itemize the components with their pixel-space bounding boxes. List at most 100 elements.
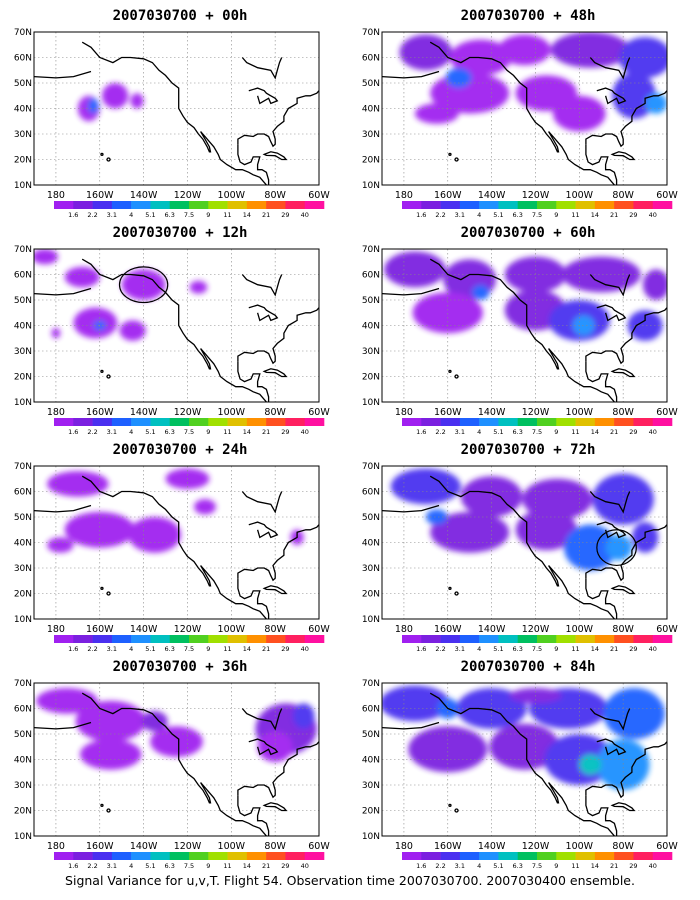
- variance-blob: [425, 509, 448, 525]
- map-svg: 70N 60N 50N 40N 30N 20N 10N 180 160W 140W 120W 100W…: [362, 28, 679, 219]
- colorbar-segment: [189, 635, 209, 643]
- coastline: [585, 578, 618, 619]
- colorbar-segment: [614, 635, 634, 643]
- coastlines: [34, 41, 319, 185]
- island: [448, 369, 452, 374]
- colorbar-segment: [633, 852, 654, 860]
- variance-blob: [579, 754, 602, 775]
- colorbar-label: 29: [629, 428, 637, 436]
- colorbar-segment: [537, 201, 557, 209]
- colorbar-segment: [459, 852, 480, 860]
- colorbar-label: 3.1: [455, 862, 465, 870]
- map-panel-24h: 2007030700 + 24h 70N 60N 50N 40N 30N 20N 10N 18…: [10, 442, 350, 660]
- colorbar-label: 1.6: [68, 428, 78, 436]
- colorbar-label: 2.2: [435, 645, 445, 653]
- gridlines: [34, 466, 319, 619]
- lat-tick-label: 60N: [362, 488, 380, 498]
- lon-tick-label: 60W: [308, 624, 330, 635]
- colorbar-label: 40: [649, 211, 657, 219]
- variance-blob: [194, 499, 216, 515]
- map-panel-48h: 2007030700 + 48h 70N 60N 50N 40N 30N 20N 10N 18…: [358, 8, 698, 226]
- colorbar-segment: [266, 635, 286, 643]
- variance-blob: [101, 83, 129, 109]
- colorbar-segment: [131, 852, 151, 860]
- colorbar-segment: [421, 418, 441, 426]
- coastline: [585, 741, 667, 799]
- variance-blob: [627, 310, 663, 341]
- lat-tick-label: 30N: [14, 564, 32, 574]
- coastline: [589, 491, 631, 514]
- lat-tick-label: 10N: [362, 832, 380, 842]
- colorbar-label: 21: [262, 862, 270, 870]
- island: [106, 591, 111, 596]
- variance-blob: [498, 34, 551, 66]
- map-svg: 70N 60N 50N 40N 30N 20N 10N 180 160W 140W 120W 100W…: [14, 245, 331, 436]
- lat-tick-label: 60N: [14, 54, 32, 64]
- colorbar-label: 5.1: [493, 428, 503, 436]
- colorbar-label: 9: [554, 428, 558, 436]
- gridlines: [382, 32, 667, 185]
- colorbar-segment: [208, 201, 228, 209]
- variance-blob: [384, 251, 446, 288]
- colorbar-segment: [633, 201, 654, 209]
- map-panel-12h: 2007030700 + 12h 70N 60N 50N 40N 30N 20N 10N 18…: [10, 225, 350, 443]
- coastline: [248, 87, 279, 105]
- colorbar-label: 14: [243, 862, 251, 870]
- colorbar-label: 4: [477, 211, 481, 219]
- coastline: [585, 144, 618, 185]
- island: [100, 586, 104, 591]
- lat-tick-label: 60N: [14, 705, 32, 715]
- variance-blob: [489, 723, 560, 770]
- gridlines: [34, 683, 319, 836]
- lat-tick-label: 30N: [362, 564, 380, 574]
- colorbar-segment: [266, 852, 286, 860]
- lat-tick-label: 20N: [14, 156, 32, 166]
- colorbar-label: 7.5: [184, 211, 194, 219]
- colorbar-segment: [594, 418, 615, 426]
- colorbar-segment: [402, 852, 422, 860]
- panel-title: 2007030700 + 60h: [460, 225, 596, 241]
- variance-blob: [603, 688, 665, 740]
- colorbar-segment: [440, 201, 461, 209]
- coastline: [610, 802, 636, 812]
- coastlines: [34, 692, 319, 836]
- coastline: [241, 708, 283, 731]
- lat-tick-label: 70N: [362, 679, 380, 689]
- variance-blob: [390, 468, 461, 505]
- variance-blob: [257, 731, 293, 763]
- island: [448, 152, 452, 157]
- colorbar-label: 3.1: [455, 428, 465, 436]
- colorbar-label: 6.3: [513, 645, 523, 653]
- variance-blob: [550, 32, 630, 68]
- colorbar-segment: [459, 418, 480, 426]
- colorbar-segment: [421, 635, 441, 643]
- colorbar-label: 9: [206, 862, 210, 870]
- lat-tick-label: 10N: [362, 398, 380, 408]
- coastlines: [382, 692, 667, 836]
- lon-tick-label: 60W: [656, 841, 678, 852]
- colorbar-segment: [652, 201, 673, 209]
- colorbar-segment: [285, 635, 306, 643]
- lon-tick-label: 140W: [130, 841, 158, 852]
- lat-tick-label: 70N: [14, 28, 32, 38]
- gridlines: [34, 32, 319, 185]
- panel-title: 2007030700 + 24h: [112, 442, 248, 458]
- lon-tick-label: 120W: [522, 624, 550, 635]
- lon-tick-label: 160W: [434, 624, 462, 635]
- lat-tick-label: 70N: [362, 462, 380, 472]
- colorbar-label: 40: [649, 862, 657, 870]
- highlight-circle: [596, 529, 637, 567]
- colorbar-label: 29: [629, 211, 637, 219]
- colorbar-label: 29: [281, 645, 289, 653]
- lat-tick-label: 10N: [14, 181, 32, 191]
- coastline: [248, 304, 279, 322]
- lon-tick-label: 120W: [522, 841, 550, 852]
- colorbar-segment: [421, 852, 441, 860]
- colorbar-segment: [594, 852, 615, 860]
- colorbar-segment: [54, 635, 74, 643]
- colorbar-segment: [246, 635, 267, 643]
- coastline: [610, 151, 636, 161]
- colorbar-label: 14: [591, 645, 599, 653]
- island: [454, 808, 459, 813]
- lat-tick-label: 20N: [362, 807, 380, 817]
